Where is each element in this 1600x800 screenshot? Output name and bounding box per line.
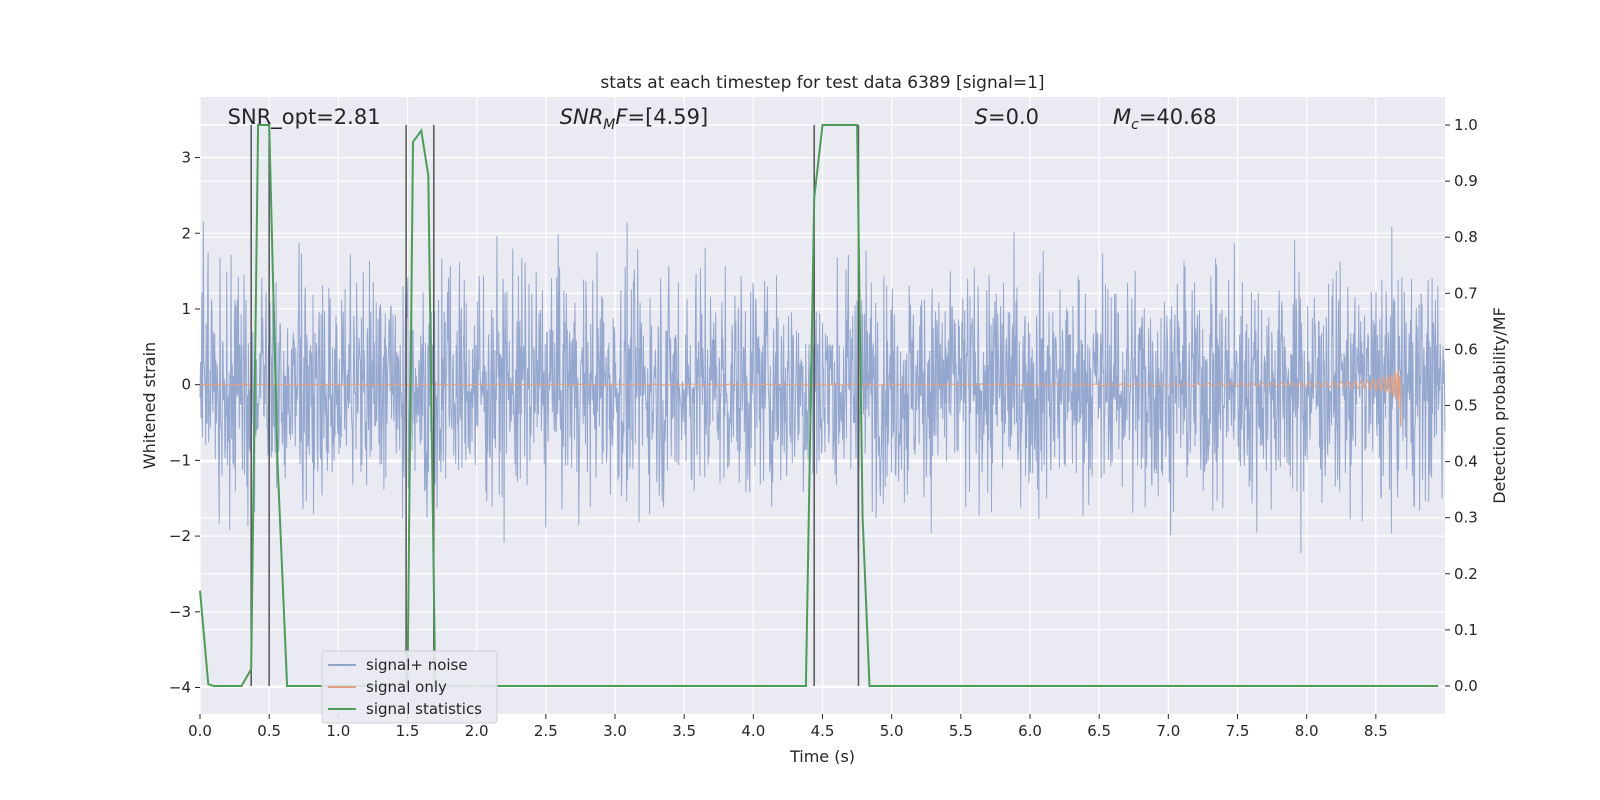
y-tick-label: −1 bbox=[169, 451, 191, 469]
annotation: S=0.0 bbox=[975, 105, 1039, 129]
x-tick-label: 2.0 bbox=[465, 722, 489, 740]
annotations: SNR_opt=2.81 SNRMF=[4.59] S=0.0 Mc=40.68 bbox=[228, 105, 1217, 133]
y-axis-label: Whitened strain bbox=[140, 342, 159, 469]
legend: signal+ noise signal only signal statistic… bbox=[321, 650, 498, 724]
statistics-line bbox=[199, 124, 1439, 687]
y-tick-label: 2 bbox=[181, 224, 191, 242]
y-tick-label: 0 bbox=[181, 376, 191, 394]
x-tick-label: 6.5 bbox=[1087, 722, 1111, 740]
x-axis-label: Time (s) bbox=[789, 747, 855, 766]
x-tick-label: 8.5 bbox=[1364, 722, 1388, 740]
y-right-tick-label: 0.2 bbox=[1454, 565, 1478, 583]
statistics-series bbox=[199, 124, 1439, 687]
x-tick-label: 0.0 bbox=[188, 722, 212, 740]
annotation: Mc=40.68 bbox=[1113, 105, 1217, 133]
x-tick-label: 4.0 bbox=[741, 722, 765, 740]
annotation: SNR_opt=2.81 bbox=[228, 105, 381, 130]
x-tick-label: 3.0 bbox=[603, 722, 627, 740]
chart-title: stats at each timestep for test data 638… bbox=[600, 73, 1044, 93]
x-tick-label: 2.5 bbox=[534, 722, 558, 740]
y-right-tick-label: 1.0 bbox=[1454, 116, 1478, 134]
noise-series bbox=[199, 221, 1446, 554]
y-axis-left: −4 −3 −2 −1 0 1 2 3 bbox=[169, 149, 200, 697]
x-tick-label: 4.5 bbox=[811, 722, 835, 740]
x-tick-label: 1.5 bbox=[396, 722, 420, 740]
y-right-tick-label: 0.6 bbox=[1454, 340, 1478, 358]
y-tick-label: 3 bbox=[181, 149, 191, 167]
y-tick-label: −3 bbox=[169, 603, 191, 621]
x-tick-label: 1.0 bbox=[326, 722, 350, 740]
noise-line bbox=[199, 221, 1446, 554]
x-tick-label: 7.5 bbox=[1226, 722, 1250, 740]
y-axis-right: 0.0 0.1 0.2 0.3 0.4 0.5 0.6 0.7 0.8 0.9 1.0 bbox=[1445, 116, 1478, 695]
y-right-tick-label: 0.8 bbox=[1454, 228, 1478, 246]
legend-box bbox=[321, 650, 498, 724]
legend-entry: signal statistics bbox=[366, 700, 482, 718]
y-tick-label: −4 bbox=[169, 679, 191, 697]
y-right-tick-label: 0.1 bbox=[1454, 621, 1478, 639]
y-right-tick-label: 0.4 bbox=[1454, 453, 1478, 471]
annotation: SNRMF=[4.59] bbox=[560, 105, 709, 133]
y-axis-right-label: Detection probability/MF bbox=[1490, 307, 1509, 504]
x-tick-label: 0.5 bbox=[257, 722, 281, 740]
legend-entry: signal+ noise bbox=[366, 656, 468, 674]
x-axis: 0.0 0.5 1.0 1.5 2.0 2.5 3.0 3.5 4.0 4.5 5.0 5.5 6.0 6… bbox=[188, 714, 1388, 740]
y-right-tick-label: 0.0 bbox=[1454, 677, 1478, 695]
x-tick-label: 5.0 bbox=[880, 722, 904, 740]
y-tick-label: 1 bbox=[181, 300, 191, 318]
legend-entry: signal only bbox=[366, 678, 447, 696]
y-right-tick-label: 0.5 bbox=[1454, 397, 1478, 415]
x-tick-label: 6.0 bbox=[1018, 722, 1042, 740]
signal-series bbox=[200, 369, 1402, 426]
y-right-tick-label: 0.9 bbox=[1454, 172, 1478, 190]
y-right-tick-label: 0.3 bbox=[1454, 509, 1478, 527]
y-tick-label: −2 bbox=[169, 527, 191, 545]
x-tick-label: 5.5 bbox=[949, 722, 973, 740]
signal-line bbox=[200, 369, 1402, 426]
x-tick-label: 8.0 bbox=[1295, 722, 1319, 740]
x-tick-label: 3.5 bbox=[672, 722, 696, 740]
x-tick-label: 7.0 bbox=[1156, 722, 1180, 740]
y-right-tick-label: 0.7 bbox=[1454, 284, 1478, 302]
